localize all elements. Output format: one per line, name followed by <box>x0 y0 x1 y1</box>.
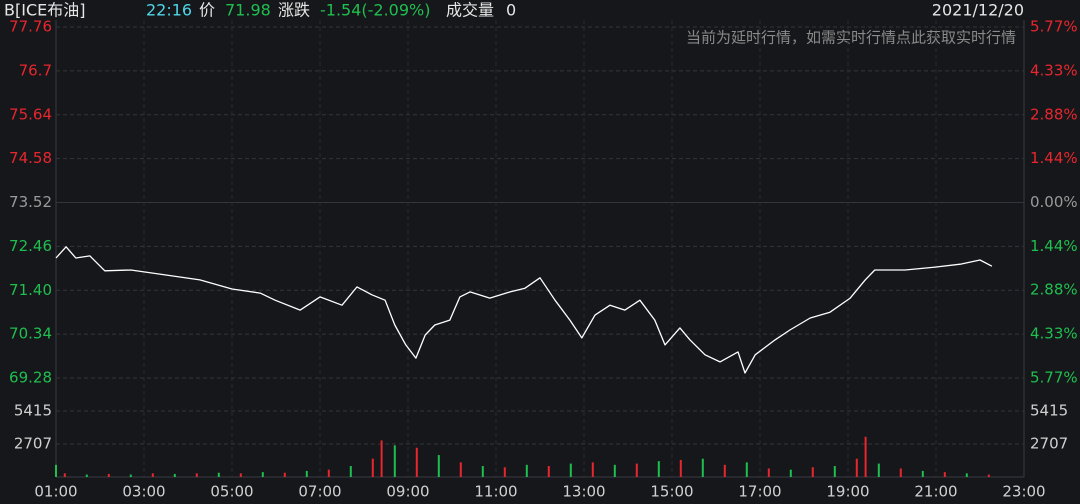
volume-bar <box>380 440 383 477</box>
volume-bar <box>481 466 484 477</box>
header-date: 2021/12/20 <box>932 1 1024 20</box>
volume-bar <box>679 459 682 477</box>
volume-bar <box>55 464 57 477</box>
x-tick-label: 03:00 <box>122 483 165 501</box>
volume-bar <box>855 458 858 477</box>
y-tick-label: 73.52 <box>9 193 52 211</box>
volume-bar <box>767 468 770 477</box>
volume-bar <box>987 474 990 477</box>
volume-bar <box>85 474 88 477</box>
y2-tick-label: 5.77% <box>1030 18 1078 36</box>
volume-bar <box>305 470 308 477</box>
volume-bar <box>943 472 946 477</box>
volume-bar <box>107 473 110 477</box>
volume-bar <box>63 473 66 477</box>
x-tick-label: 01:00 <box>34 483 77 501</box>
volume-bar <box>965 473 968 477</box>
volume-bar <box>217 472 220 477</box>
x-tick-label: 19:00 <box>826 483 869 501</box>
header-price-label: 价 <box>199 1 215 20</box>
y2-tick-label: 1.44% <box>1030 149 1078 167</box>
y2-tick-label: 5.77% <box>1030 369 1078 387</box>
y-tick-label: 69.28 <box>9 369 52 387</box>
volume-tick-label-right: 5415 <box>1030 401 1068 419</box>
header-change: -1.54(-2.09%) <box>320 1 430 20</box>
volume-bar <box>393 445 396 477</box>
volume-bar <box>701 458 704 477</box>
x-tick-label: 05:00 <box>210 483 253 501</box>
y2-tick-label: 0.00% <box>1030 193 1078 211</box>
y-tick-label: 76.7 <box>19 61 52 79</box>
y2-tick-label: 4.33% <box>1030 325 1078 343</box>
y2-tick-label: 2.88% <box>1030 281 1078 299</box>
y-tick-label: 70.34 <box>9 325 52 343</box>
volume-bar <box>239 473 242 477</box>
y2-tick-label: 2.88% <box>1030 105 1078 123</box>
header-symbol: B[ICE布油] <box>4 1 85 20</box>
volume-bar <box>745 462 748 477</box>
volume-bar <box>833 466 836 477</box>
volume-tick-label-right: 2707 <box>1030 435 1068 453</box>
volume-bar <box>459 462 462 477</box>
volume-bar <box>569 463 572 477</box>
volume-bar <box>327 469 330 477</box>
volume-bar <box>525 464 528 477</box>
volume-bar <box>129 474 132 477</box>
volume-bar <box>877 463 880 477</box>
y-tick-label: 77.76 <box>9 18 52 36</box>
price-line <box>55 246 993 374</box>
x-tick-label: 13:00 <box>562 483 605 501</box>
volume-bar <box>283 472 286 477</box>
volume-bar <box>899 468 902 477</box>
volume-bar <box>371 458 374 477</box>
x-tick-label: 23:00 <box>1002 483 1045 501</box>
y-tick-label: 71.40 <box>9 281 52 299</box>
header-time: 22:16 <box>146 1 192 20</box>
volume-bar <box>635 463 638 477</box>
x-tick-label: 07:00 <box>298 483 341 501</box>
volume-bar <box>657 461 660 477</box>
x-tick-label: 21:00 <box>914 483 957 501</box>
header-volume: 0 <box>506 1 516 20</box>
x-tick-label: 17:00 <box>738 483 781 501</box>
volume-bar <box>547 466 550 477</box>
volume-bar <box>591 462 594 477</box>
x-tick-label: 09:00 <box>386 483 429 501</box>
volume-bar <box>789 469 792 477</box>
x-tick-label: 11:00 <box>474 483 517 501</box>
x-tick-label: 15:00 <box>650 483 693 501</box>
y2-tick-label: 4.33% <box>1030 61 1078 79</box>
header-volume-label: 成交量 <box>446 1 494 20</box>
volume-bar <box>811 467 814 477</box>
header-change-label: 涨跌 <box>278 1 310 20</box>
volume-tick-label: 5415 <box>14 401 52 419</box>
delay-notice[interactable]: 当前为延时行情，如需实时行情点此获取实时行情 <box>686 29 1016 47</box>
volume-bar <box>151 473 154 477</box>
volume-bar <box>437 455 440 477</box>
y-tick-label: 75.64 <box>9 105 52 123</box>
volume-bar <box>503 467 506 477</box>
y-tick-label: 72.46 <box>9 237 52 255</box>
volume-bar <box>349 466 352 477</box>
y2-tick-label: 1.44% <box>1030 237 1078 255</box>
volume-bar <box>195 473 198 477</box>
volume-bar <box>723 464 726 477</box>
volume-bar <box>921 470 924 477</box>
y-tick-label: 74.58 <box>9 149 52 167</box>
volume-bar <box>415 447 418 477</box>
volume-bar <box>173 473 176 477</box>
volume-bar <box>613 464 616 477</box>
volume-tick-label: 2707 <box>14 435 52 453</box>
header-price: 71.98 <box>225 1 271 20</box>
volume-bar <box>864 436 867 477</box>
volume-bar <box>261 472 264 477</box>
